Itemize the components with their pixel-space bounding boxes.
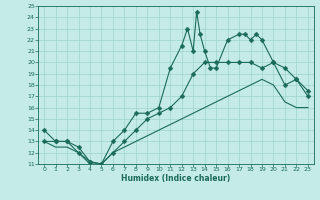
X-axis label: Humidex (Indice chaleur): Humidex (Indice chaleur) xyxy=(121,174,231,183)
